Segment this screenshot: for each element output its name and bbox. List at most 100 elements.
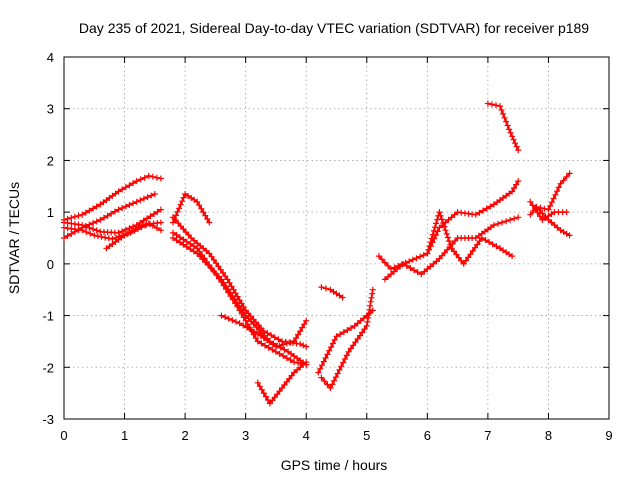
data-point xyxy=(149,173,156,180)
data-point xyxy=(503,118,510,125)
data-point xyxy=(215,263,222,270)
data-point xyxy=(365,314,372,321)
chart-title: Day 235 of 2021, Sidereal Day-to-day VTE… xyxy=(79,20,589,36)
data-point xyxy=(269,346,276,353)
data-point xyxy=(111,208,118,215)
data-point xyxy=(500,247,506,254)
data-point xyxy=(262,393,269,400)
data-point xyxy=(141,174,148,181)
data-point xyxy=(506,126,513,133)
data-point xyxy=(217,266,224,273)
data-point xyxy=(194,198,201,205)
data-point xyxy=(318,284,325,291)
data-point xyxy=(436,209,443,216)
data-point xyxy=(173,232,180,238)
data-point xyxy=(220,282,227,289)
data-point xyxy=(509,133,516,140)
data-point xyxy=(119,205,126,211)
data-point xyxy=(121,232,128,239)
data-point xyxy=(440,220,447,226)
data-point xyxy=(180,241,187,248)
data-point xyxy=(442,227,449,234)
data-point xyxy=(407,265,414,271)
data-point xyxy=(271,334,278,341)
data-point xyxy=(151,191,158,197)
data-series xyxy=(61,100,573,407)
data-point xyxy=(90,205,97,212)
series-arc-6 xyxy=(170,191,213,226)
data-point xyxy=(363,322,370,329)
data-point xyxy=(513,143,520,150)
data-point xyxy=(545,206,552,213)
data-point xyxy=(301,321,308,328)
data-point xyxy=(82,209,89,216)
data-point xyxy=(478,235,485,241)
data-point xyxy=(566,170,573,177)
data-point xyxy=(126,182,133,189)
data-point xyxy=(208,253,215,260)
data-point xyxy=(228,283,235,290)
data-point xyxy=(145,172,152,179)
data-point xyxy=(94,233,101,240)
series-line xyxy=(257,361,307,405)
data-point xyxy=(61,235,67,241)
data-point xyxy=(472,211,479,218)
data-point xyxy=(280,352,287,359)
data-point xyxy=(254,379,261,386)
data-point xyxy=(269,397,276,404)
grid xyxy=(64,57,609,419)
data-point xyxy=(443,230,450,237)
data-point xyxy=(500,110,506,117)
data-point xyxy=(295,360,302,366)
data-point xyxy=(391,268,397,275)
data-point xyxy=(281,346,288,353)
data-point xyxy=(288,372,295,379)
data-point xyxy=(253,324,260,331)
data-point xyxy=(493,102,499,109)
data-point xyxy=(199,252,206,259)
data-point xyxy=(232,300,239,307)
data-point xyxy=(137,197,144,204)
data-point xyxy=(352,339,359,346)
data-point xyxy=(409,256,416,263)
x-axis-label: GPS time / hours xyxy=(281,457,388,473)
data-point xyxy=(294,366,301,373)
data-point xyxy=(444,234,451,241)
data-point xyxy=(291,338,298,345)
data-point xyxy=(327,286,334,293)
data-point xyxy=(151,211,157,217)
data-point xyxy=(324,351,331,358)
data-point xyxy=(105,235,112,242)
data-point xyxy=(446,238,453,245)
data-point xyxy=(498,107,505,113)
data-point xyxy=(170,229,176,236)
data-point xyxy=(319,362,325,369)
data-point xyxy=(566,232,573,239)
data-point xyxy=(98,233,105,240)
data-point xyxy=(82,223,89,230)
data-point xyxy=(236,307,243,314)
data-point xyxy=(222,314,229,321)
data-point xyxy=(119,228,126,235)
data-point xyxy=(365,310,372,317)
data-point xyxy=(557,180,564,187)
data-point xyxy=(424,250,431,257)
data-point xyxy=(233,318,239,325)
data-point xyxy=(453,251,460,258)
data-point xyxy=(97,201,104,208)
data-point xyxy=(476,238,483,245)
data-point xyxy=(424,266,431,272)
data-point xyxy=(187,246,194,253)
data-point xyxy=(509,253,516,260)
data-point xyxy=(326,347,333,354)
y-tick-label: 2 xyxy=(47,153,54,168)
data-point xyxy=(504,122,511,129)
data-point xyxy=(104,212,111,219)
data-point xyxy=(247,326,254,333)
data-point xyxy=(83,229,90,235)
data-point xyxy=(515,214,522,221)
data-point xyxy=(115,188,122,195)
data-point xyxy=(136,224,143,231)
x-tick-label: 7 xyxy=(484,428,491,443)
data-point xyxy=(320,358,327,365)
